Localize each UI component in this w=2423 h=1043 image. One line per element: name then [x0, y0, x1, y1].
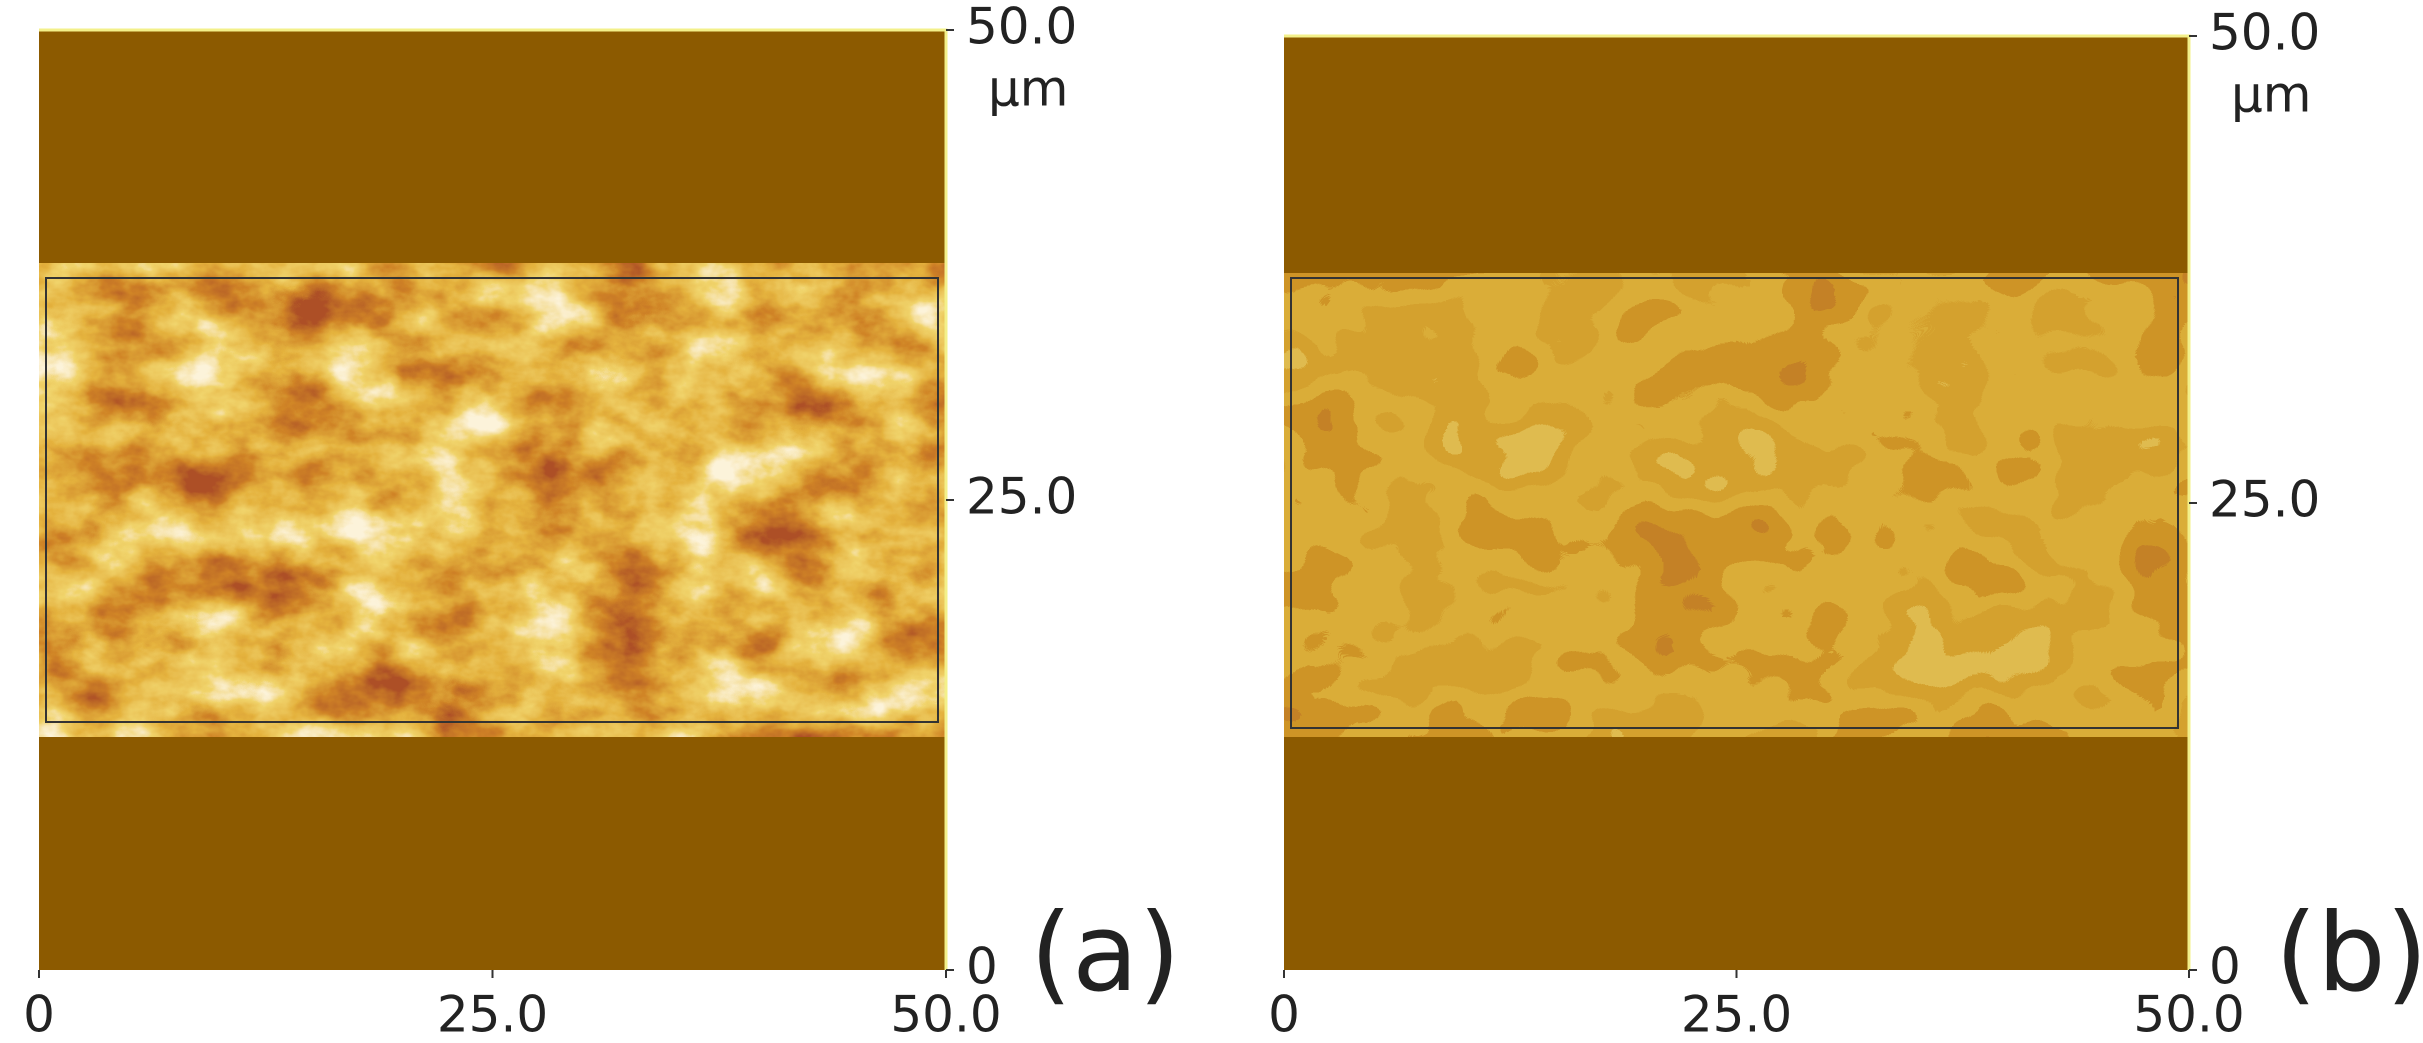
- y-tick-label: 50.0: [966, 0, 1077, 56]
- afm-scan: [1284, 273, 2189, 737]
- y-tick-label: 0: [966, 938, 998, 996]
- selection-box: [45, 277, 939, 723]
- y-tick-label: 25.0: [2209, 471, 2320, 529]
- axis-unit: µm: [988, 60, 1069, 118]
- x-tick-label: 50.0: [890, 986, 1001, 1043]
- x-tick-label: 25.0: [1681, 986, 1792, 1043]
- panel-label: (a): [1030, 891, 1180, 1016]
- afm-scan: [39, 263, 946, 737]
- axis-unit: µm: [2231, 66, 2312, 124]
- x-tick-label: 25.0: [437, 986, 548, 1043]
- panel-label: (b): [2275, 891, 2423, 1016]
- y-tick-label: 0: [2209, 938, 2241, 996]
- y-tick-label: 50.0: [2209, 4, 2320, 62]
- x-tick-label: 0: [23, 986, 55, 1043]
- selection-box: [1290, 277, 2179, 729]
- x-tick-label: 0: [1268, 986, 1300, 1043]
- x-tick-label: 50.0: [2133, 986, 2244, 1043]
- y-tick-label: 25.0: [966, 468, 1077, 526]
